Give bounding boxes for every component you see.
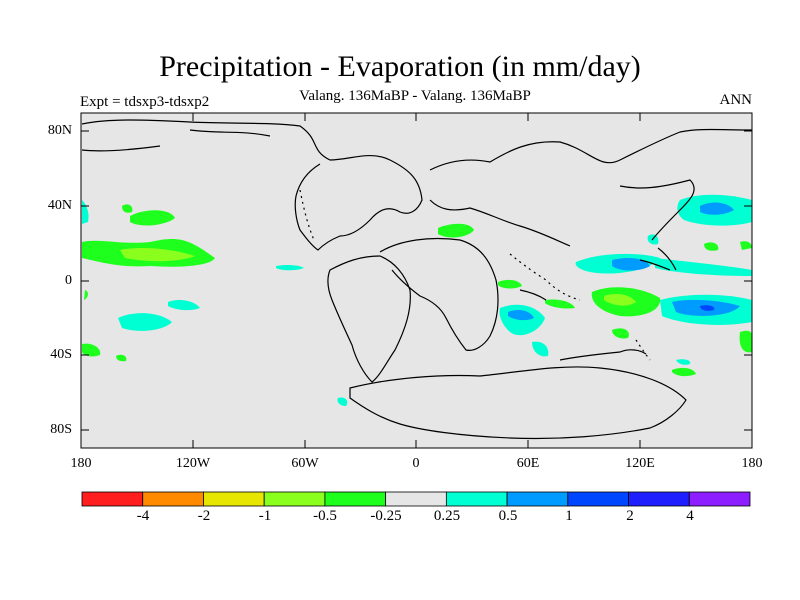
patch-blue	[700, 202, 734, 215]
island-chain	[299, 189, 651, 361]
colorbar-label: -0.25	[370, 508, 402, 524]
axis-ticks	[80, 113, 753, 448]
patch-green	[122, 204, 133, 213]
lat-label-40s: 40S	[50, 347, 72, 362]
patch-cyan	[337, 397, 348, 406]
colorbar-swatch	[506, 491, 569, 507]
lon-label-180e: 180	[741, 456, 763, 471]
patch-lightgreen	[120, 248, 195, 262]
colorbar-swatch	[203, 491, 265, 507]
lon-label-60w: 60W	[291, 456, 319, 471]
patch-blue	[508, 310, 534, 321]
colorbar-swatch	[324, 491, 387, 507]
colorbar-label: -4	[136, 508, 150, 524]
south-america-coast	[327, 255, 411, 383]
patch-green	[130, 210, 175, 226]
patch-green	[672, 367, 696, 377]
plot-title: Precipitation - Evaporation (in mm/day)	[159, 50, 641, 83]
patch-cyan	[118, 313, 172, 331]
antarctica-coast	[349, 366, 687, 440]
colorbar-swatch	[628, 491, 690, 507]
patch-cyan	[676, 359, 691, 365]
lon-label-0: 0	[412, 456, 420, 471]
colorbar-label: 4	[686, 508, 694, 524]
plot-subtitle: Valang. 136MaBP - Valang. 136MaBP	[299, 88, 531, 104]
colorbar-label: -2	[197, 508, 211, 524]
colorbar-label: -0.5	[313, 508, 337, 524]
colorbar-swatch	[81, 491, 144, 507]
patch-green	[740, 241, 752, 250]
patch-green	[498, 279, 522, 289]
patch-green	[612, 328, 629, 339]
lat-label-80s: 80S	[50, 422, 72, 437]
colorbar-label: 0.5	[498, 508, 518, 524]
colorbar-label: 0.25	[433, 508, 461, 524]
season-label: ANN	[719, 92, 753, 108]
colorbar-label: 2	[626, 508, 634, 524]
colorbar-swatch	[567, 491, 629, 507]
colorbar-swatch	[142, 491, 204, 507]
colorbar	[81, 491, 751, 507]
lon-label-120e: 120E	[625, 456, 655, 471]
colorbar-swatch	[445, 491, 508, 507]
eurasia-coast	[429, 128, 753, 247]
east-asia-coast	[639, 247, 677, 271]
colorbar-label: -1	[258, 508, 272, 524]
patch-blue	[700, 305, 715, 311]
lon-label-60e: 60E	[516, 456, 540, 471]
arctic-coast	[81, 129, 271, 152]
patch-cyan	[532, 341, 549, 357]
lon-label-120w: 120W	[175, 456, 211, 471]
anomaly-patches	[82, 194, 752, 406]
patch-green	[84, 290, 88, 300]
patch-green	[82, 343, 101, 357]
patch-cyan	[168, 300, 200, 311]
experiment-label: Expt = tdsxp3-tdsxp2	[80, 94, 210, 110]
colorbar-label: 1	[565, 508, 573, 524]
patch-green	[116, 354, 127, 362]
patch-cyan	[276, 264, 304, 271]
patch-green	[739, 330, 752, 353]
lat-label-eq: 0	[65, 273, 72, 288]
lon-label-180w: 180	[70, 456, 92, 471]
map-background	[81, 113, 752, 448]
coastlines	[81, 119, 753, 440]
colorbar-swatch	[385, 491, 447, 507]
colorbar-swatch	[263, 491, 326, 507]
lat-label-80n: 80N	[47, 123, 72, 138]
patch-green	[704, 242, 719, 251]
australia-coast	[559, 349, 647, 361]
patch-cyan	[655, 258, 752, 276]
lat-label-40n: 40N	[47, 198, 72, 213]
patch-green	[438, 223, 474, 238]
patch-green	[545, 299, 575, 309]
colorbar-swatch	[688, 491, 751, 507]
patch-blue	[612, 258, 650, 271]
patch-lightgreen	[604, 294, 636, 306]
africa-coast	[379, 237, 499, 351]
india-coast	[519, 289, 547, 301]
north-america-coast	[81, 119, 423, 251]
